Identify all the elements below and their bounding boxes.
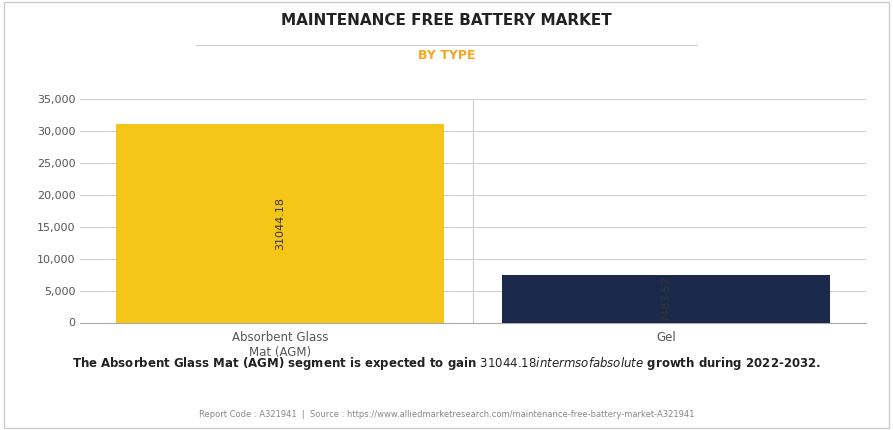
Text: The Absorbent Glass Mat (AGM) segment is expected to gain $31044.18 in terms of : The Absorbent Glass Mat (AGM) segment is… (72, 355, 821, 372)
Bar (502, 275, 830, 322)
Text: 7483.52: 7483.52 (662, 276, 672, 322)
Text: 31044.18: 31044.18 (275, 197, 285, 250)
Text: Report Code : A321941  |  Source : https://www.alliedmarketresearch.com/maintena: Report Code : A321941 | Source : https:/… (199, 410, 694, 419)
Bar (116, 124, 445, 322)
Text: BY TYPE: BY TYPE (418, 49, 475, 62)
Text: MAINTENANCE FREE BATTERY MARKET: MAINTENANCE FREE BATTERY MARKET (281, 13, 612, 28)
